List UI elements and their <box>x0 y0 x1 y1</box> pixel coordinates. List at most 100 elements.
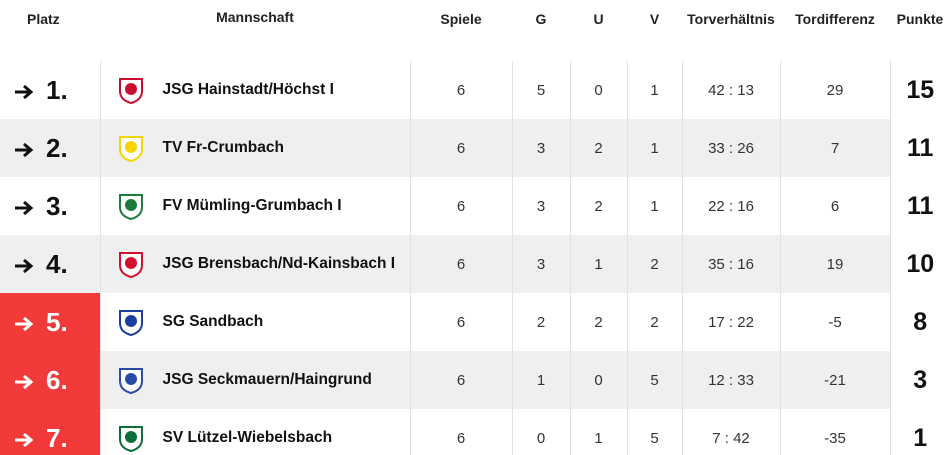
punkte-cell: 11 <box>889 177 950 235</box>
team-logo <box>118 136 143 162</box>
column-header: Mannschaft <box>216 9 294 25</box>
team-logo <box>118 368 143 394</box>
punkte-text: 10 <box>906 249 935 278</box>
column-header: G <box>535 11 547 27</box>
team-text: JSG Seckmauern/Haingrund <box>162 371 372 389</box>
u-cell: 0 <box>569 351 627 409</box>
u-text: 2 <box>594 197 603 215</box>
g-cell: 3 <box>511 177 570 235</box>
v-text: 2 <box>650 313 659 331</box>
spiele-text: 6 <box>456 371 466 389</box>
column-header: Platz <box>27 11 60 27</box>
g-cell: 1 <box>511 351 570 409</box>
v-text: 5 <box>650 371 659 389</box>
platz-text: 3. <box>46 190 68 221</box>
spiele-cell: 6 <box>409 351 512 409</box>
team-cell: FV Mümling-Grumbach I <box>99 177 410 235</box>
diff-text: -35 <box>824 429 846 447</box>
team-cell: SG Sandbach <box>99 293 410 351</box>
u-cell: 2 <box>569 119 627 177</box>
u-cell: 1 <box>569 409 627 455</box>
g-cell: 3 <box>511 119 570 177</box>
tore-text: 33 : 26 <box>708 139 754 157</box>
team-logo <box>118 252 143 278</box>
platz-text: 2. <box>46 132 68 163</box>
spiele-cell: 6 <box>409 235 512 293</box>
spiele-cell: 6 <box>409 119 512 177</box>
v-cell: 2 <box>626 293 682 351</box>
tore-cell: 22 : 16 <box>681 177 780 235</box>
team-logo <box>118 78 143 104</box>
diff-text: 7 <box>830 139 840 157</box>
punkte-cell: 1 <box>889 409 950 455</box>
punkte-text: 11 <box>907 133 934 162</box>
platz-cell: 4. <box>0 235 100 293</box>
tore-cell: 33 : 26 <box>681 119 780 177</box>
tore-text: 42 : 13 <box>708 81 754 99</box>
diff-cell: 6 <box>779 177 890 235</box>
punkte-cell: 8 <box>889 293 950 351</box>
diff-cell: -5 <box>779 293 890 351</box>
table-row: 2. TV Fr-Crumbach 6 3 2 1 33 : 26 7 11 <box>0 119 950 177</box>
u-cell: 0 <box>569 61 627 119</box>
spiele-text: 6 <box>456 81 466 99</box>
column-header: Spiele <box>440 11 482 27</box>
punkte-cell: 11 <box>889 119 950 177</box>
spiele-cell: 6 <box>409 177 512 235</box>
platz-text: 7. <box>46 422 68 453</box>
diff-text: 19 <box>826 255 844 273</box>
diff-cell: 7 <box>779 119 890 177</box>
g-cell: 0 <box>511 409 570 455</box>
g-text: 3 <box>536 139 546 157</box>
v-text: 1 <box>650 81 659 99</box>
column-header: Tordifferenz <box>795 11 875 27</box>
tore-text: 22 : 16 <box>708 197 754 215</box>
platz-cell: 5. <box>0 293 100 351</box>
column-header: Torverhältnis <box>687 11 775 27</box>
tore-text: 12 : 33 <box>708 371 754 389</box>
u-text: 1 <box>594 429 603 447</box>
platz-cell: 1. <box>0 61 100 119</box>
v-cell: 1 <box>626 61 682 119</box>
team-text: JSG Brensbach/Nd-Kainsbach I <box>162 255 396 273</box>
arrow-icon <box>15 84 34 99</box>
arrow-icon <box>15 432 34 447</box>
v-text: 5 <box>650 429 659 447</box>
platz-cell: 7. <box>0 409 100 455</box>
table-row: 1. JSG Hainstadt/Höchst I 6 5 0 1 42 : 13 29 15 <box>0 61 950 119</box>
platz-text: 5. <box>46 306 68 337</box>
u-text: 2 <box>594 139 603 157</box>
spiele-text: 6 <box>456 255 466 273</box>
spiele-text: 6 <box>456 139 466 157</box>
v-text: 2 <box>650 255 659 273</box>
diff-cell: -35 <box>779 409 890 455</box>
table-row: 4. JSG Brensbach/Nd-Kainsbach I 6 3 1 2 35 : 1… <box>0 235 950 293</box>
arrow-icon <box>15 200 34 215</box>
g-text: 1 <box>536 371 546 389</box>
u-text: 0 <box>594 371 603 389</box>
team-cell: JSG Brensbach/Nd-Kainsbach I <box>99 235 410 293</box>
platz-text: 4. <box>46 248 68 279</box>
tore-text: 17 : 22 <box>708 313 754 331</box>
u-cell: 2 <box>569 293 627 351</box>
diff-text: 29 <box>826 81 844 99</box>
team-logo <box>118 426 143 452</box>
punkte-cell: 15 <box>889 61 950 119</box>
g-text: 3 <box>536 255 546 273</box>
platz-cell: 3. <box>0 177 100 235</box>
diff-cell: 29 <box>779 61 890 119</box>
spiele-text: 6 <box>456 429 466 447</box>
u-text: 2 <box>594 313 603 331</box>
team-text: SV Lützel-Wiebelsbach <box>162 429 333 447</box>
arrow-icon <box>15 142 34 157</box>
punkte-cell: 10 <box>889 235 950 293</box>
v-text: 1 <box>650 139 659 157</box>
spiele-text: 6 <box>456 313 466 331</box>
punkte-text: 1 <box>913 423 928 452</box>
team-text: SG Sandbach <box>162 313 264 331</box>
u-cell: 2 <box>569 177 627 235</box>
team-text: TV Fr-Crumbach <box>162 139 284 157</box>
u-text: 0 <box>594 81 603 99</box>
